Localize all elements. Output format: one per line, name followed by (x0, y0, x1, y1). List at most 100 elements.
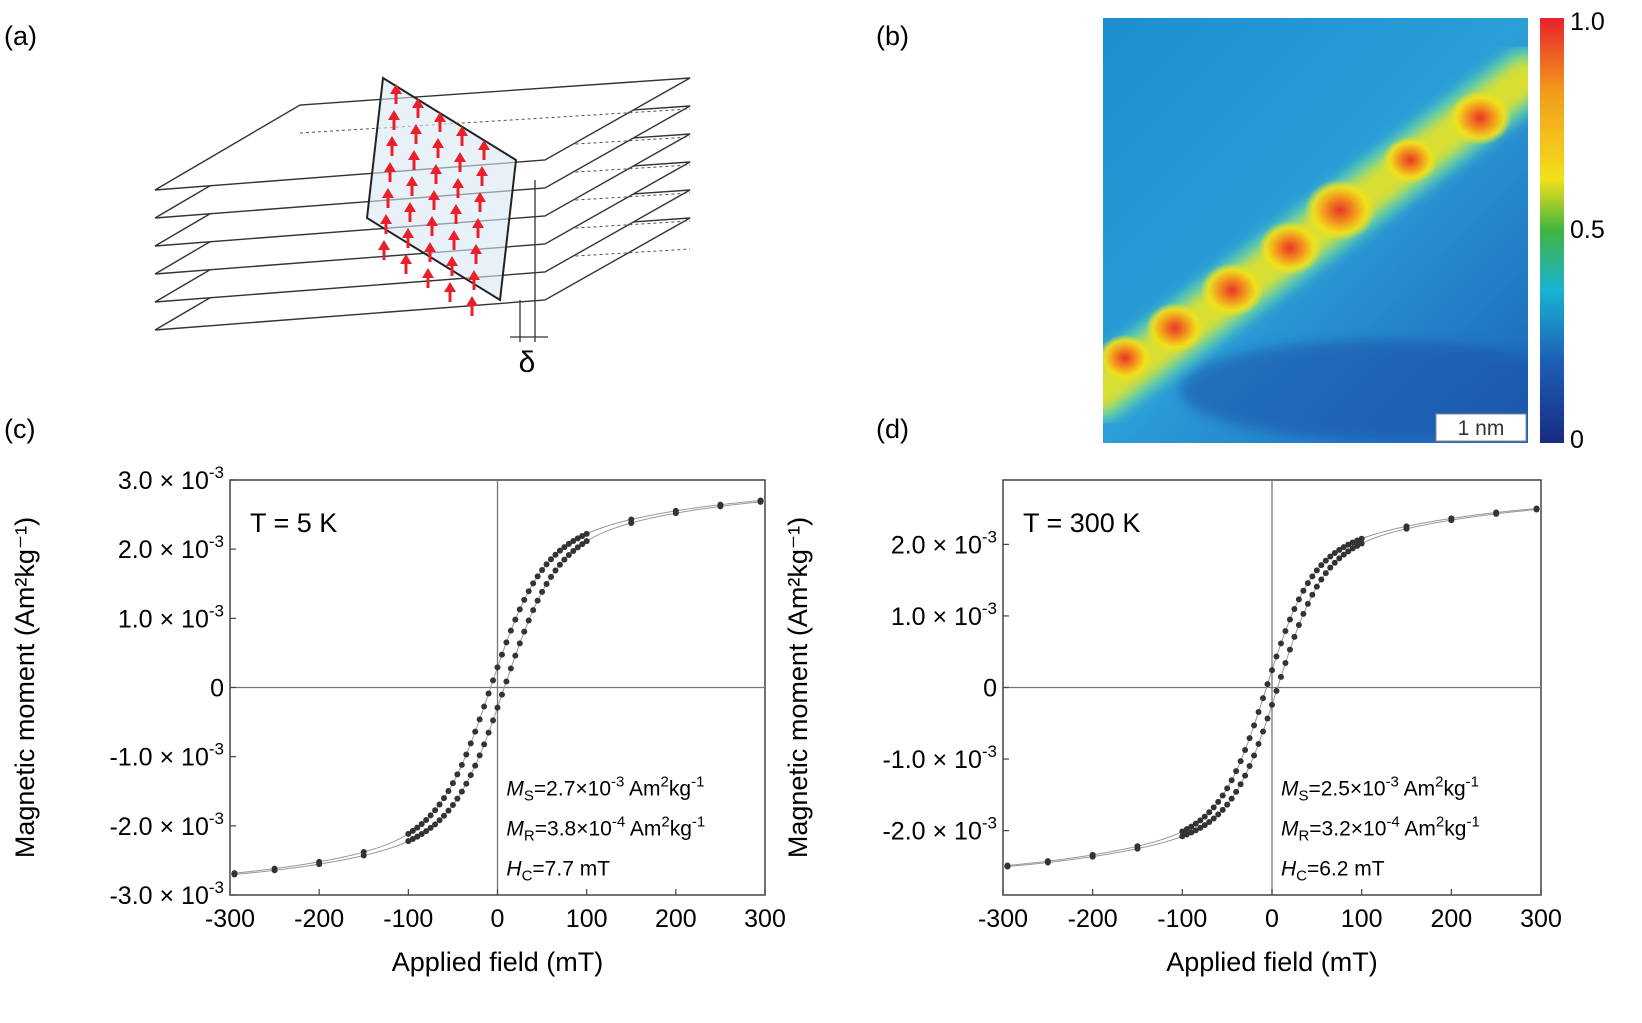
x-tick-label: 300 (744, 905, 786, 933)
spin-arrow (386, 136, 398, 156)
data-point (1277, 640, 1284, 647)
data-point (525, 588, 532, 595)
data-point (1215, 811, 1222, 818)
spin-arrow (474, 192, 486, 212)
spin-arrow (444, 282, 456, 302)
hysteresis-chart-300K: -300 -200 -100 0 100 200 300 2.0 × 10-3 1.0 × 10… (783, 479, 1562, 977)
data-point (1044, 858, 1051, 865)
data-point (579, 541, 586, 548)
x-tick-label: -100 (1157, 905, 1207, 933)
spin-arrow (390, 84, 402, 104)
data-point (1354, 542, 1361, 549)
data-point (1242, 747, 1249, 754)
data-point (1228, 777, 1235, 784)
data-point (1183, 831, 1190, 838)
y-tick-label: -2.0 × 10-3 (109, 809, 224, 841)
data-point (441, 795, 447, 802)
y-tick-label: 2.0 × 10-3 (891, 527, 997, 559)
data-point (360, 849, 367, 856)
spin-arrow (412, 98, 424, 118)
x-tick-label: -200 (294, 905, 344, 933)
x-tick-label: -300 (978, 905, 1028, 933)
stacked-planes-diagram: δ (154, 76, 691, 379)
data-point (423, 828, 430, 835)
map-hotspot (1448, 91, 1512, 145)
spin-arrow (408, 150, 420, 170)
map-hotspots (1103, 91, 1512, 382)
data-point (1192, 827, 1199, 834)
data-point (436, 817, 443, 824)
plane-dotted-line (299, 220, 691, 246)
data-point (490, 717, 497, 724)
data-point (503, 639, 510, 646)
data-point (441, 812, 447, 819)
data-point (1188, 823, 1195, 830)
data-point (409, 836, 416, 843)
parameter-label: HC=6.2 mT (1281, 858, 1385, 885)
data-point (548, 556, 554, 563)
data-point (432, 807, 439, 814)
x-tick-label: -200 (1068, 905, 1118, 933)
spin-arrow (422, 268, 434, 288)
plane-dotted-line (299, 136, 691, 162)
data-point (1183, 826, 1190, 833)
data-point (1179, 828, 1186, 835)
data-point (1197, 817, 1204, 824)
plane-dotted-line (299, 164, 691, 190)
parameter-label: HC=7.7 mT (506, 858, 610, 885)
spin-arrow (410, 124, 422, 144)
x-tick-label: 300 (1520, 905, 1562, 933)
data-point (570, 537, 577, 544)
spin-arrow (432, 138, 444, 158)
spin-arrow (384, 162, 396, 182)
y-tick-label: 0 (983, 675, 997, 703)
data-point (490, 677, 497, 684)
data-point (498, 691, 505, 698)
data-point (1345, 541, 1352, 548)
x-tick-label: 100 (1341, 905, 1383, 933)
data-point (498, 651, 505, 658)
data-point (445, 787, 452, 794)
data-point (1313, 583, 1320, 590)
spin-arrow (428, 190, 440, 210)
y-tick-label: 1.0 × 10-3 (891, 599, 997, 631)
map-hotspot (1103, 334, 1153, 382)
data-point (494, 664, 501, 671)
data-point (458, 788, 465, 795)
data-point (1251, 722, 1258, 729)
y-tick-label: 1.0 × 10-3 (118, 601, 224, 633)
data-point (574, 544, 581, 551)
hysteresis-chart-5K: -300 -200 -100 0 100 200 300 3.0 × 10-3 2.0 × 10… (10, 463, 786, 977)
parameter-label: MS=2.5×10-3 Am2kg-1 (1281, 774, 1479, 805)
data-point (467, 740, 474, 747)
spin-arrow (378, 240, 390, 260)
data-point (757, 497, 764, 504)
data-point (1286, 616, 1293, 623)
data-point (556, 547, 563, 554)
data-point (1336, 555, 1343, 562)
data-point (1224, 801, 1231, 808)
data-point (1219, 792, 1226, 799)
data-point (1237, 758, 1244, 765)
data-point (1242, 772, 1249, 779)
data-point (1340, 544, 1347, 551)
data-point (1201, 822, 1208, 829)
data-point (1273, 687, 1280, 694)
data-point (1089, 851, 1096, 858)
spin-arrow (446, 256, 458, 276)
data-point (427, 824, 434, 831)
data-point (1331, 550, 1338, 557)
data-point (565, 540, 572, 547)
data-point (548, 573, 554, 580)
data-point (1309, 591, 1316, 598)
spin-arrow (448, 230, 460, 250)
data-point (1192, 820, 1199, 827)
data-point (1318, 562, 1325, 569)
data-point (1277, 673, 1284, 680)
spin-arrow (470, 244, 482, 264)
parameter-label: MS=2.7×10-3 Am2kg-1 (506, 774, 704, 805)
data-point (427, 812, 434, 819)
data-point (1327, 564, 1334, 571)
spin-arrow (466, 296, 478, 316)
map-hotspot (1382, 136, 1438, 184)
